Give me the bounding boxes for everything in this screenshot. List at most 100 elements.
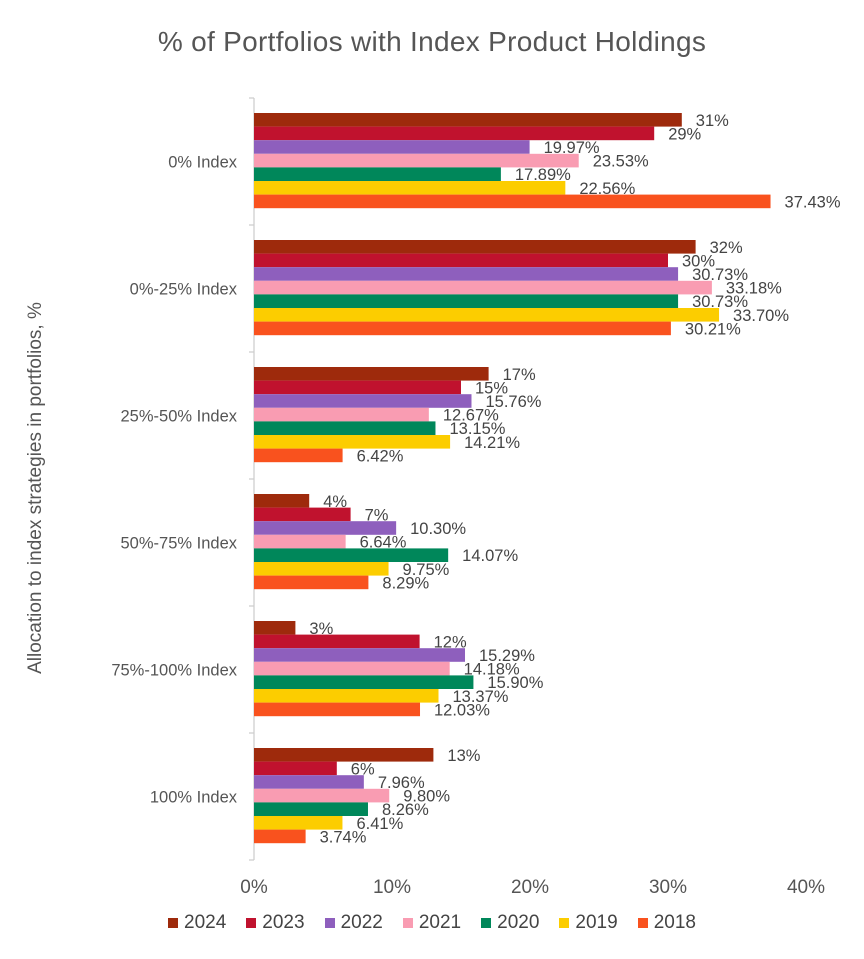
data-label: 14.21% bbox=[464, 434, 520, 452]
legend-item-2024: 2024 bbox=[168, 912, 226, 934]
data-label: 30.73% bbox=[692, 293, 748, 311]
bar-2023 bbox=[254, 634, 420, 649]
legend-swatch bbox=[637, 918, 648, 928]
legend-swatch bbox=[481, 918, 492, 928]
bar-2024 bbox=[254, 367, 489, 381]
legend-swatch bbox=[559, 918, 570, 928]
bar-2018 bbox=[254, 575, 369, 590]
data-label: 15.29% bbox=[479, 647, 535, 665]
data-label: 12.67% bbox=[443, 407, 499, 425]
data-label: 12.03% bbox=[434, 701, 490, 719]
bar-2020 bbox=[254, 294, 679, 308]
data-label: 31% bbox=[696, 112, 729, 130]
bar-2021 bbox=[254, 534, 346, 549]
data-label: 15.90% bbox=[487, 674, 543, 692]
category-label: 75%-100% Index bbox=[111, 662, 237, 680]
data-label: 17.89% bbox=[515, 166, 571, 184]
bar-2022 bbox=[254, 140, 530, 154]
data-label: 32% bbox=[710, 239, 743, 257]
legend-swatch bbox=[402, 918, 413, 928]
bar-2023 bbox=[254, 380, 461, 395]
legend-label: 2018 bbox=[653, 912, 696, 933]
data-label: 30% bbox=[682, 252, 715, 270]
bar-2019 bbox=[254, 689, 439, 703]
legend-item-2022: 2022 bbox=[324, 912, 383, 934]
data-label: 9.75% bbox=[403, 561, 450, 579]
bar-2021 bbox=[254, 280, 712, 295]
bar-2024 bbox=[254, 494, 310, 508]
legend-item-2021: 2021 bbox=[402, 912, 462, 934]
x-tick-label: 40% bbox=[787, 877, 825, 898]
data-label: 14.07% bbox=[462, 547, 518, 565]
legend-label: 2024 bbox=[184, 912, 227, 933]
data-label: 6% bbox=[351, 760, 375, 778]
data-label: 9.80% bbox=[403, 788, 450, 806]
category-label: 25%-50% Index bbox=[121, 408, 238, 426]
category-label: 0% Index bbox=[168, 154, 238, 172]
bar-2020 bbox=[254, 548, 449, 562]
bar-2019 bbox=[254, 308, 720, 322]
data-label: 6.41% bbox=[356, 815, 403, 833]
chart-title: % of Portfolios with Index Product Holdi… bbox=[157, 26, 707, 57]
data-label: 14.18% bbox=[464, 661, 520, 679]
bar-2024 bbox=[254, 113, 682, 127]
data-label: 22.56% bbox=[579, 180, 635, 198]
x-tick-label: 30% bbox=[649, 877, 687, 898]
bar-2020 bbox=[254, 421, 436, 435]
bar-2022 bbox=[254, 394, 472, 408]
data-label: 12% bbox=[434, 633, 467, 651]
legend-label: 2022 bbox=[340, 912, 383, 933]
legend-item-2020: 2020 bbox=[481, 912, 539, 934]
bar-2018 bbox=[254, 702, 421, 717]
data-label: 10.30% bbox=[410, 520, 466, 538]
category-label: 0%-25% Index bbox=[130, 281, 238, 299]
bar-2021 bbox=[254, 407, 429, 422]
bar-2020 bbox=[254, 167, 501, 181]
category-label: 50%-75% Index bbox=[121, 535, 238, 553]
x-tick-label: 20% bbox=[511, 877, 549, 898]
data-label: 3% bbox=[309, 620, 333, 638]
bar-2021 bbox=[254, 788, 390, 803]
data-label: 23.53% bbox=[593, 153, 649, 171]
category-label: 100% Index bbox=[150, 789, 238, 807]
bar-2022 bbox=[254, 648, 466, 662]
bar-2021 bbox=[254, 153, 579, 168]
legend-item-2018: 2018 bbox=[637, 912, 696, 934]
data-label: 33.18% bbox=[726, 280, 782, 298]
bar-2019 bbox=[254, 816, 343, 830]
bar-2023 bbox=[254, 507, 351, 522]
bar-2022 bbox=[254, 267, 679, 281]
bar-2020 bbox=[254, 675, 474, 689]
x-tick-label: 0% bbox=[240, 877, 268, 898]
data-label: 30.21% bbox=[685, 320, 741, 338]
bar-2024 bbox=[254, 240, 696, 254]
data-label: 13% bbox=[447, 747, 480, 765]
data-label: 19.97% bbox=[544, 139, 600, 157]
legend-label: 2021 bbox=[418, 912, 462, 933]
bar-2021 bbox=[254, 661, 450, 676]
bar-2019 bbox=[254, 181, 566, 195]
data-label: 33.70% bbox=[733, 307, 789, 325]
bar-2023 bbox=[254, 761, 337, 776]
legend-label: 2020 bbox=[497, 912, 540, 933]
legend-item-2019: 2019 bbox=[559, 912, 618, 934]
bar-2018 bbox=[254, 321, 671, 336]
data-label: 37.43% bbox=[785, 193, 841, 211]
data-label: 13.15% bbox=[449, 420, 505, 438]
legend: 2024 2023 2022 2021 2020 2019 2018 bbox=[0, 912, 864, 934]
data-label: 8.26% bbox=[382, 801, 429, 819]
bar-2023 bbox=[254, 253, 668, 268]
bar-2024 bbox=[254, 748, 434, 762]
bar-2018 bbox=[254, 829, 306, 844]
legend-item-2023: 2023 bbox=[246, 912, 305, 934]
data-label: 13.37% bbox=[453, 688, 509, 706]
data-label: 7% bbox=[365, 506, 389, 524]
legend-swatch bbox=[246, 918, 257, 928]
data-label: 17% bbox=[503, 366, 536, 384]
bar-2020 bbox=[254, 802, 368, 816]
legend-swatch bbox=[168, 918, 179, 928]
data-label: 29% bbox=[668, 125, 701, 143]
bar-2022 bbox=[254, 775, 364, 789]
legend-label: 2023 bbox=[262, 912, 305, 933]
